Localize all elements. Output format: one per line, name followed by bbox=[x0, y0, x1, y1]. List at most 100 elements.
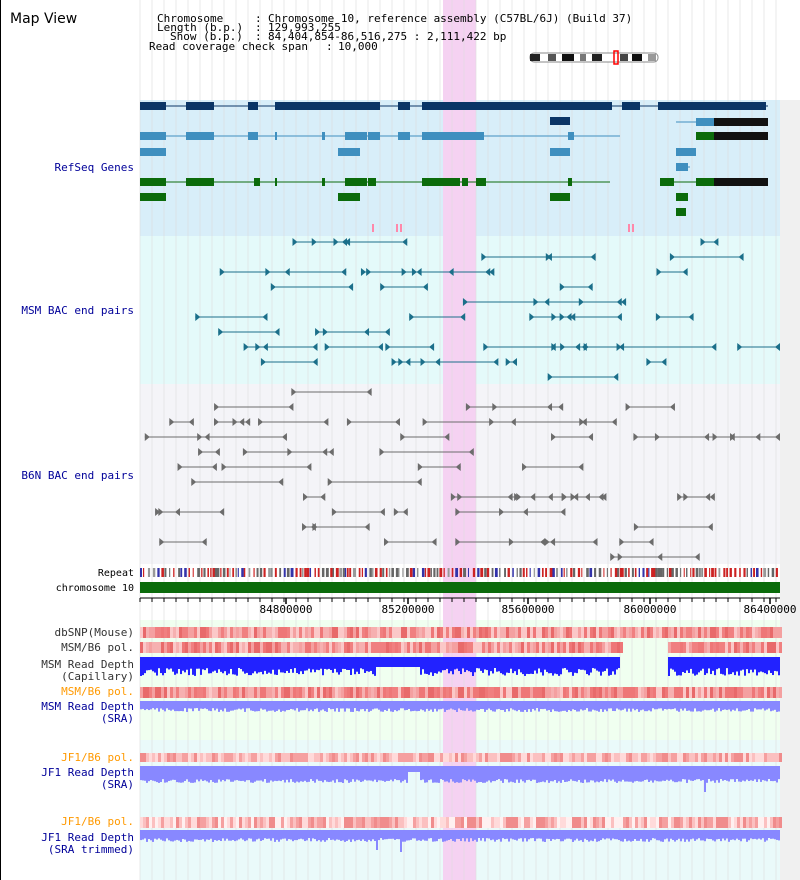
depth-bar bbox=[528, 701, 530, 710]
heat-cell bbox=[545, 627, 548, 638]
depth-bar bbox=[216, 766, 218, 783]
depth-bar bbox=[562, 701, 564, 711]
depth-bar bbox=[752, 701, 754, 712]
depth-bar bbox=[464, 766, 466, 781]
repeat-block bbox=[279, 568, 282, 577]
depth-bar bbox=[472, 830, 474, 842]
heat-cell bbox=[554, 687, 557, 698]
heat-cell bbox=[614, 627, 617, 638]
depth-bar bbox=[354, 830, 356, 842]
heat-cell bbox=[161, 753, 164, 762]
heat-cell bbox=[500, 627, 503, 638]
depth-bar bbox=[710, 701, 712, 710]
heat-cell bbox=[275, 753, 278, 762]
msm-bac-pair-end bbox=[688, 313, 694, 321]
heat-cell bbox=[755, 687, 758, 698]
msm-bac-pair-end bbox=[529, 313, 535, 321]
depth-bar bbox=[146, 657, 148, 671]
heat-cell bbox=[575, 817, 578, 828]
b6n-bac-pair-end bbox=[489, 418, 495, 426]
b6n-bac-pair-end bbox=[588, 433, 594, 441]
label-refseq-genes[interactable]: RefSeq Genes bbox=[55, 161, 134, 174]
heat-cell bbox=[539, 753, 542, 762]
depth-bar bbox=[702, 766, 704, 781]
depth-bar bbox=[444, 830, 446, 842]
depth-bar bbox=[406, 701, 408, 710]
gene-marker bbox=[372, 224, 374, 232]
b6n-bac-end-pairs-track[interactable] bbox=[144, 388, 780, 561]
heat-cell bbox=[329, 753, 332, 762]
depth-bar bbox=[610, 766, 612, 781]
depth-bar bbox=[192, 701, 194, 712]
heat-cell bbox=[557, 817, 560, 828]
depth-bar bbox=[728, 657, 730, 675]
heat-cell bbox=[152, 687, 155, 698]
heat-cell bbox=[713, 753, 716, 762]
depth-bar bbox=[456, 657, 458, 669]
heat-cell bbox=[302, 627, 305, 638]
b6n-bac-pair-end bbox=[303, 493, 309, 501]
msm-bac-end-pairs-track[interactable] bbox=[195, 238, 780, 381]
depth-bar bbox=[206, 766, 208, 782]
heat-cell bbox=[308, 817, 311, 828]
depth-bar bbox=[406, 830, 408, 841]
heat-cell bbox=[743, 687, 746, 698]
heat-cell bbox=[341, 753, 344, 762]
msm-bac-pair-end bbox=[545, 253, 551, 261]
span-value: 10,000 bbox=[338, 40, 378, 53]
depth-bar bbox=[314, 830, 316, 840]
depth-bar bbox=[242, 701, 244, 709]
depth-bar bbox=[466, 701, 468, 709]
depth-bar bbox=[470, 766, 472, 782]
heat-cell bbox=[476, 687, 479, 698]
depth-bar bbox=[524, 830, 526, 839]
depth-bar bbox=[530, 766, 532, 782]
repeat-block bbox=[594, 568, 597, 577]
heat-cell bbox=[566, 817, 569, 828]
heat-cell bbox=[467, 687, 470, 698]
refseq-genes-track[interactable] bbox=[140, 102, 768, 232]
heat-cell bbox=[542, 817, 545, 828]
heat-cell bbox=[533, 627, 536, 638]
depth-bar bbox=[500, 701, 502, 710]
label-b6n-bac[interactable]: B6N BAC end pairs bbox=[21, 469, 134, 482]
length-value: 129,993,255 bbox=[268, 21, 341, 34]
depth-bar bbox=[608, 701, 610, 709]
heat-cell bbox=[611, 687, 614, 698]
depth-bar bbox=[442, 657, 444, 671]
msm-bac-pair-end bbox=[366, 268, 372, 276]
heat-cell bbox=[482, 687, 485, 698]
heat-cell bbox=[695, 687, 698, 698]
depth-bar bbox=[430, 701, 432, 710]
b6n-bac-pair-end bbox=[544, 538, 550, 546]
heat-cell bbox=[476, 627, 479, 638]
heat-cell bbox=[551, 687, 554, 698]
depth-bar bbox=[270, 830, 272, 841]
heat-cell bbox=[470, 817, 473, 828]
depth-bar bbox=[278, 657, 280, 670]
depth-bar bbox=[436, 766, 438, 783]
repeat-track[interactable] bbox=[140, 568, 778, 577]
depth-bar bbox=[146, 701, 148, 710]
depth-bar bbox=[604, 701, 606, 710]
heat-cell bbox=[590, 627, 593, 638]
depth-bar bbox=[642, 701, 644, 710]
repeat-block bbox=[391, 568, 394, 577]
label-msm-bac[interactable]: MSM BAC end pairs bbox=[21, 304, 134, 317]
heat-cell bbox=[542, 627, 545, 638]
heat-cell bbox=[395, 753, 398, 762]
depth-bar bbox=[546, 766, 548, 781]
b6n-bac-pair-end bbox=[625, 403, 631, 411]
depth-bar bbox=[640, 766, 642, 782]
depth-bar bbox=[566, 657, 568, 670]
depth-bar bbox=[702, 830, 704, 841]
heat-cell bbox=[215, 753, 218, 762]
chromosome-ideogram-icon[interactable] bbox=[529, 50, 659, 65]
heat-cell bbox=[677, 627, 680, 638]
depth-bar bbox=[552, 701, 554, 710]
heat-cell bbox=[263, 642, 266, 653]
depth-bar bbox=[692, 657, 694, 674]
depth-bar bbox=[550, 657, 552, 674]
heat-cell bbox=[404, 642, 407, 653]
depth-bar bbox=[450, 657, 452, 672]
